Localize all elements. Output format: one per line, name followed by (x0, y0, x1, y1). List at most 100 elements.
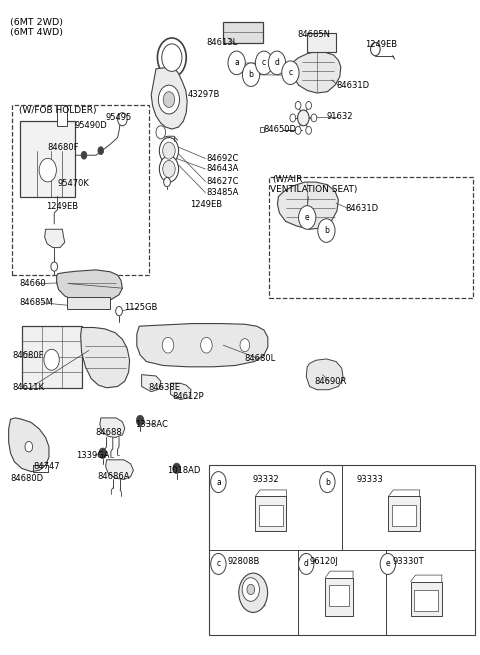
Text: 93330T: 93330T (393, 557, 424, 566)
Circle shape (320, 472, 335, 493)
Circle shape (164, 178, 170, 187)
Polygon shape (151, 67, 187, 129)
Text: 84680F: 84680F (47, 143, 79, 152)
Circle shape (25, 441, 33, 452)
Text: 95495: 95495 (106, 113, 132, 122)
Polygon shape (277, 182, 338, 229)
Text: 96120J: 96120J (310, 557, 338, 566)
Text: 84688: 84688 (95, 428, 122, 437)
Circle shape (242, 63, 260, 86)
Circle shape (159, 156, 179, 182)
Text: 1249EB: 1249EB (190, 200, 222, 209)
Text: a: a (234, 58, 239, 67)
Text: c: c (262, 58, 266, 67)
Circle shape (282, 61, 299, 84)
Bar (67, 297, 110, 309)
Polygon shape (9, 418, 49, 472)
Bar (223, 22, 263, 43)
Text: 83485A: 83485A (206, 188, 239, 197)
Circle shape (211, 472, 226, 493)
Text: 84660: 84660 (19, 279, 46, 288)
Text: 84643A: 84643A (206, 164, 239, 174)
Circle shape (99, 448, 107, 458)
Circle shape (201, 337, 212, 353)
Circle shape (306, 126, 312, 134)
Circle shape (247, 584, 254, 595)
Circle shape (163, 160, 175, 178)
Polygon shape (57, 270, 122, 301)
Text: 43297B: 43297B (187, 90, 219, 100)
Bar (260, 127, 264, 132)
Text: b: b (249, 70, 253, 79)
Circle shape (268, 51, 286, 75)
Bar (255, 496, 287, 531)
Circle shape (255, 51, 273, 75)
Bar (209, 465, 475, 635)
Text: 95470K: 95470K (58, 179, 89, 188)
Text: (W/FOB HOLDER): (W/FOB HOLDER) (19, 105, 96, 115)
Text: 92808B: 92808B (228, 557, 260, 566)
Text: 84631D: 84631D (346, 204, 379, 213)
Text: c: c (288, 68, 292, 77)
Bar (392, 505, 416, 526)
Polygon shape (137, 324, 268, 367)
Text: 84631D: 84631D (336, 81, 369, 90)
Text: 84612P: 84612P (173, 392, 204, 402)
Text: 1125GB: 1125GB (124, 303, 157, 312)
Bar (307, 33, 336, 52)
Text: 1249EB: 1249EB (365, 40, 397, 49)
Circle shape (380, 553, 396, 574)
Circle shape (39, 159, 57, 182)
Circle shape (157, 38, 186, 77)
Text: d: d (304, 559, 309, 569)
Circle shape (162, 44, 182, 71)
Text: 84680F: 84680F (12, 350, 44, 360)
Text: 84638E: 84638E (149, 383, 181, 392)
Text: 1018AD: 1018AD (167, 466, 201, 475)
Polygon shape (45, 229, 65, 248)
Polygon shape (142, 375, 161, 392)
Circle shape (163, 92, 175, 107)
Circle shape (239, 573, 267, 612)
Text: e: e (385, 559, 390, 569)
Circle shape (158, 85, 180, 114)
Bar (269, 177, 473, 298)
Polygon shape (170, 383, 191, 400)
Bar (57, 105, 67, 126)
Circle shape (299, 553, 314, 574)
Circle shape (295, 126, 301, 134)
Text: 84690R: 84690R (314, 377, 347, 386)
Circle shape (118, 113, 127, 126)
Circle shape (242, 578, 259, 601)
Text: 1249EB: 1249EB (46, 202, 78, 211)
Text: d: d (275, 58, 279, 67)
Text: 84680L: 84680L (245, 354, 276, 364)
Circle shape (156, 126, 166, 139)
Text: 84613L: 84613L (206, 38, 238, 47)
Polygon shape (306, 359, 343, 390)
Bar (259, 505, 283, 526)
Text: 93332: 93332 (253, 475, 279, 484)
Text: 84611K: 84611K (12, 383, 44, 392)
Bar (325, 578, 353, 616)
Text: 84686A: 84686A (97, 472, 130, 481)
Bar (12, 105, 149, 275)
Circle shape (228, 51, 245, 75)
Polygon shape (81, 328, 130, 388)
Circle shape (211, 553, 226, 574)
Text: e: e (305, 213, 310, 222)
Circle shape (136, 415, 144, 426)
Circle shape (163, 142, 175, 159)
Text: b: b (324, 226, 329, 235)
Bar (388, 496, 420, 531)
Bar (22, 326, 82, 388)
Text: (W/AIR: (W/AIR (272, 175, 302, 184)
Circle shape (306, 102, 312, 109)
Circle shape (298, 110, 309, 126)
Text: 93333: 93333 (356, 475, 383, 484)
Text: VENTILATION SEAT): VENTILATION SEAT) (270, 185, 358, 195)
Text: 84692C: 84692C (206, 154, 239, 163)
Polygon shape (100, 418, 125, 438)
Circle shape (311, 114, 317, 122)
Text: 1338AC: 1338AC (135, 420, 168, 429)
